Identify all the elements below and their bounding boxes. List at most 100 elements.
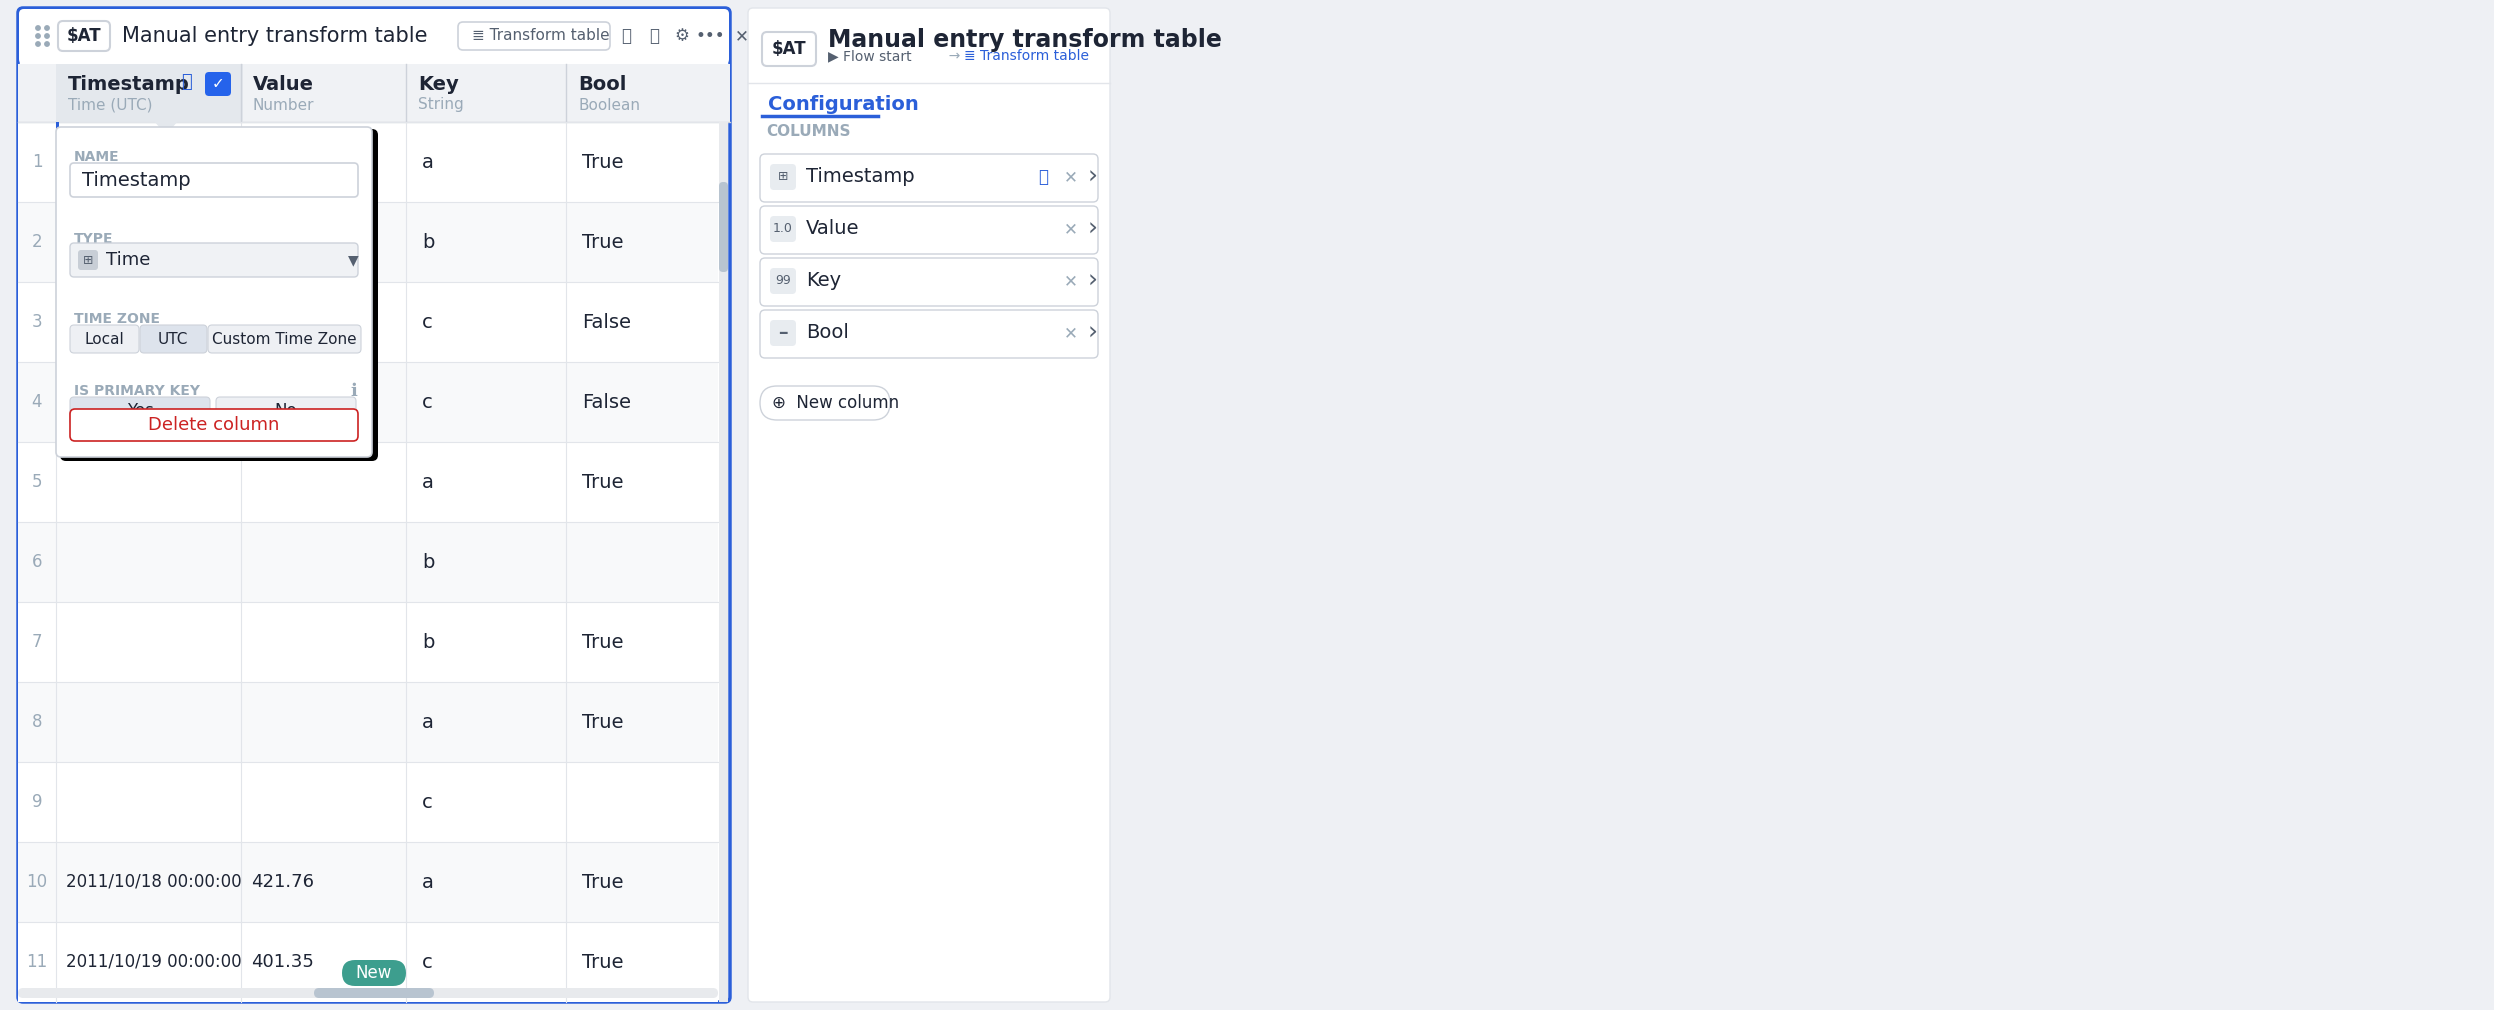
Text: $AT: $AT: [771, 40, 806, 58]
Text: c: c: [421, 793, 434, 811]
Text: •••: •••: [696, 27, 726, 45]
Text: ⊞: ⊞: [82, 254, 92, 267]
Circle shape: [35, 33, 40, 38]
Text: True: True: [581, 153, 624, 172]
Text: 8: 8: [32, 713, 42, 731]
Text: Time (UTC): Time (UTC): [67, 98, 152, 112]
Text: c: c: [421, 393, 434, 411]
Bar: [17, 442, 718, 522]
Text: 421.76: 421.76: [252, 873, 314, 891]
Text: ⬜: ⬜: [648, 27, 658, 45]
Text: NAME: NAME: [75, 150, 120, 164]
Text: Key: Key: [806, 272, 840, 291]
Text: False: False: [581, 393, 631, 411]
Bar: [17, 602, 718, 682]
Circle shape: [35, 26, 40, 30]
FancyBboxPatch shape: [55, 127, 372, 457]
Text: ✕: ✕: [1065, 168, 1077, 186]
Text: 4: 4: [32, 393, 42, 411]
Text: Delete column: Delete column: [147, 416, 279, 434]
Text: True: True: [581, 232, 624, 251]
Bar: [17, 762, 718, 842]
Text: Number: Number: [252, 98, 314, 112]
Text: True: True: [581, 952, 624, 972]
Text: Custom Time Zone: Custom Time Zone: [212, 331, 357, 346]
Text: 10: 10: [27, 873, 47, 891]
Bar: [17, 64, 731, 122]
FancyBboxPatch shape: [771, 268, 796, 294]
Text: 🔑: 🔑: [1038, 168, 1047, 186]
Text: Manual entry transform table: Manual entry transform table: [828, 28, 1222, 52]
Text: 2011/10/19 00:00:00: 2011/10/19 00:00:00: [65, 953, 242, 971]
Text: ≣ Transform table: ≣ Transform table: [471, 28, 609, 43]
Text: 2: 2: [32, 233, 42, 251]
Text: ✕: ✕: [736, 27, 748, 45]
Text: No: No: [274, 402, 297, 420]
Text: Configuration: Configuration: [768, 95, 918, 113]
FancyBboxPatch shape: [761, 206, 1097, 254]
Text: a: a: [421, 873, 434, 892]
Text: →: →: [940, 49, 970, 63]
Text: Time: Time: [107, 251, 150, 269]
Text: Bool: Bool: [579, 75, 626, 94]
Text: 1.0: 1.0: [773, 222, 793, 235]
Text: ⊕  New column: ⊕ New column: [773, 394, 900, 412]
Bar: [17, 922, 718, 1002]
Text: 3: 3: [32, 313, 42, 331]
Bar: [718, 122, 728, 1002]
Text: ⊞: ⊞: [778, 171, 788, 184]
FancyBboxPatch shape: [70, 409, 359, 441]
FancyBboxPatch shape: [771, 164, 796, 190]
Circle shape: [35, 41, 40, 46]
FancyBboxPatch shape: [70, 325, 140, 354]
FancyBboxPatch shape: [17, 988, 718, 998]
Bar: [17, 282, 718, 362]
FancyBboxPatch shape: [207, 325, 362, 354]
Text: 1: 1: [32, 153, 42, 171]
FancyBboxPatch shape: [20, 9, 728, 64]
Text: ›: ›: [1087, 165, 1097, 189]
Text: ✕: ✕: [1065, 220, 1077, 238]
Text: Timestamp: Timestamp: [82, 171, 190, 190]
Text: ✓: ✓: [212, 77, 224, 92]
Text: a: a: [421, 473, 434, 492]
FancyBboxPatch shape: [70, 163, 359, 197]
Text: TYPE: TYPE: [75, 232, 115, 246]
FancyBboxPatch shape: [70, 243, 359, 277]
Text: 11: 11: [27, 953, 47, 971]
Text: ℹ: ℹ: [349, 382, 357, 400]
Text: 2011/10/18 00:00:00: 2011/10/18 00:00:00: [65, 873, 242, 891]
FancyBboxPatch shape: [342, 960, 407, 986]
FancyBboxPatch shape: [771, 320, 796, 346]
Circle shape: [45, 26, 50, 30]
Bar: [17, 362, 718, 442]
Text: ▼: ▼: [349, 252, 359, 267]
Text: $AT: $AT: [67, 27, 102, 45]
Text: c: c: [421, 952, 434, 972]
Text: Manual entry transform table: Manual entry transform table: [122, 26, 426, 46]
Text: ›: ›: [1087, 321, 1097, 345]
Text: String: String: [419, 98, 464, 112]
Text: a: a: [421, 712, 434, 731]
Text: True: True: [581, 712, 624, 731]
FancyBboxPatch shape: [748, 8, 1110, 1002]
Bar: [55, 122, 60, 202]
FancyBboxPatch shape: [314, 988, 434, 998]
Bar: [17, 202, 718, 282]
Text: ✕: ✕: [1065, 324, 1077, 342]
FancyBboxPatch shape: [761, 154, 1097, 202]
FancyBboxPatch shape: [60, 129, 379, 461]
Text: True: True: [581, 473, 624, 492]
Text: 99: 99: [776, 275, 791, 288]
Text: Local: Local: [85, 331, 125, 346]
Text: ━: ━: [778, 326, 786, 339]
FancyBboxPatch shape: [761, 310, 1097, 358]
Text: 🔑: 🔑: [182, 73, 192, 91]
Text: a: a: [421, 153, 434, 172]
Circle shape: [45, 33, 50, 38]
Text: Boolean: Boolean: [579, 98, 641, 112]
FancyBboxPatch shape: [718, 182, 728, 272]
Text: True: True: [581, 632, 624, 651]
Bar: [17, 682, 718, 762]
Text: ⤢: ⤢: [621, 27, 631, 45]
